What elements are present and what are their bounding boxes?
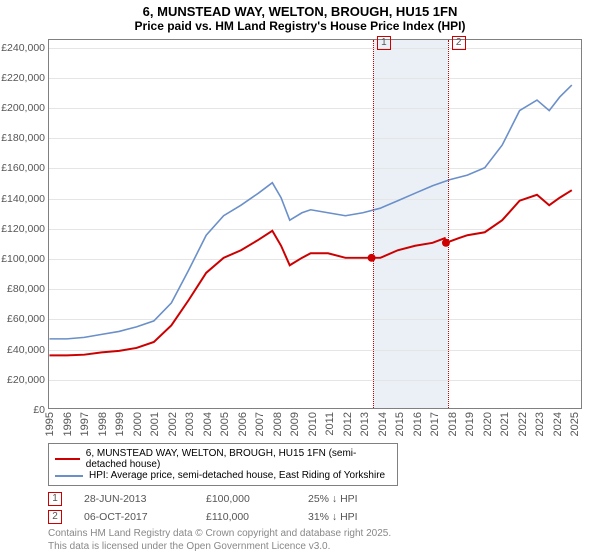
marker-label-box: 2 [452, 36, 466, 50]
x-tick-label: 2009 [289, 412, 301, 436]
x-tick-label: 2005 [219, 412, 231, 436]
y-tick-label: £20,000 [7, 374, 45, 386]
footer: Contains HM Land Registry data © Crown c… [48, 528, 600, 553]
y-tick-label: £140,000 [1, 193, 45, 205]
data-row-date: 28-JUN-2013 [84, 493, 184, 505]
x-tick-label: 2011 [324, 412, 336, 436]
data-row-price: £110,000 [206, 511, 286, 523]
data-row-marker: 2 [48, 510, 62, 524]
chart-subtitle: Price paid vs. HM Land Registry's House … [0, 19, 600, 33]
x-tick-label: 1995 [44, 412, 56, 436]
x-tick-label: 2010 [307, 412, 319, 436]
x-tick-label: 2021 [499, 412, 511, 436]
x-tick-label: 2017 [429, 412, 441, 436]
legend-label: 6, MUNSTEAD WAY, WELTON, BROUGH, HU15 1F… [86, 448, 391, 470]
footer-line-1: Contains HM Land Registry data © Crown c… [48, 528, 600, 541]
x-tick-label: 1998 [97, 412, 109, 436]
price-dot [442, 239, 450, 247]
y-tick-label: £40,000 [7, 344, 45, 356]
x-tick-label: 2006 [237, 412, 249, 436]
series-hpi [49, 85, 571, 339]
legend-swatch [55, 475, 83, 477]
x-tick-label: 2018 [447, 412, 459, 436]
legend-label: HPI: Average price, semi-detached house,… [89, 470, 385, 481]
x-tick-label: 2023 [534, 412, 546, 436]
y-tick-label: £60,000 [7, 313, 45, 325]
x-tick-label: 2015 [394, 412, 406, 436]
x-tick-label: 2022 [517, 412, 529, 436]
x-tick-label: 2014 [377, 412, 389, 436]
data-row-date: 06-OCT-2017 [84, 511, 184, 523]
x-tick-label: 2004 [202, 412, 214, 436]
data-row-delta: 25% ↓ HPI [308, 493, 358, 505]
y-tick-label: £240,000 [1, 42, 45, 54]
series-price_paid [49, 190, 571, 355]
legend-row: HPI: Average price, semi-detached house,… [55, 470, 391, 481]
legend-row: 6, MUNSTEAD WAY, WELTON, BROUGH, HU15 1F… [55, 448, 391, 470]
y-tick-label: £80,000 [7, 283, 45, 295]
x-tick-label: 2007 [254, 412, 266, 436]
price-dot [368, 254, 376, 262]
x-tick-label: 1996 [62, 412, 74, 436]
x-tick-label: 2013 [359, 412, 371, 436]
data-rows: 1 28-JUN-2013 £100,000 25% ↓ HPI 2 06-OCT-201… [48, 492, 600, 524]
x-tick-label: 2008 [272, 412, 284, 436]
legend-swatch [55, 458, 80, 460]
x-tick-label: 2024 [552, 412, 564, 436]
x-tick-label: 2025 [569, 412, 581, 436]
footer-line-2: This data is licensed under the Open Gov… [48, 541, 600, 554]
x-tick-label: 2012 [342, 412, 354, 436]
vertical-marker [373, 40, 374, 408]
data-row: 1 28-JUN-2013 £100,000 25% ↓ HPI [48, 492, 600, 506]
chart-title: 6, MUNSTEAD WAY, WELTON, BROUGH, HU15 1F… [0, 0, 600, 19]
chart-area: £0£20,000£40,000£60,000£80,000£100,000£1… [48, 39, 582, 409]
x-tick-label: 1999 [114, 412, 126, 436]
vertical-marker [448, 40, 449, 408]
data-row-delta: 31% ↓ HPI [308, 511, 358, 523]
chart-svg [49, 40, 581, 408]
data-row: 2 06-OCT-2017 £110,000 31% ↓ HPI [48, 510, 600, 524]
x-tick-label: 2001 [149, 412, 161, 436]
x-tick-label: 2000 [132, 412, 144, 436]
x-tick-label: 2003 [184, 412, 196, 436]
x-tick-label: 2020 [482, 412, 494, 436]
x-tick-label: 2016 [412, 412, 424, 436]
y-tick-label: £160,000 [1, 162, 45, 174]
data-row-marker: 1 [48, 492, 62, 506]
y-tick-label: £220,000 [1, 72, 45, 84]
x-tick-label: 1997 [79, 412, 91, 436]
y-tick-label: £180,000 [1, 132, 45, 144]
y-tick-label: £120,000 [1, 223, 45, 235]
legend-box: 6, MUNSTEAD WAY, WELTON, BROUGH, HU15 1F… [48, 443, 398, 486]
y-tick-label: £100,000 [1, 253, 45, 265]
x-tick-label: 2019 [464, 412, 476, 436]
x-tick-label: 2002 [167, 412, 179, 436]
data-row-price: £100,000 [206, 493, 286, 505]
y-tick-label: £200,000 [1, 102, 45, 114]
marker-label-box: 1 [377, 36, 391, 50]
